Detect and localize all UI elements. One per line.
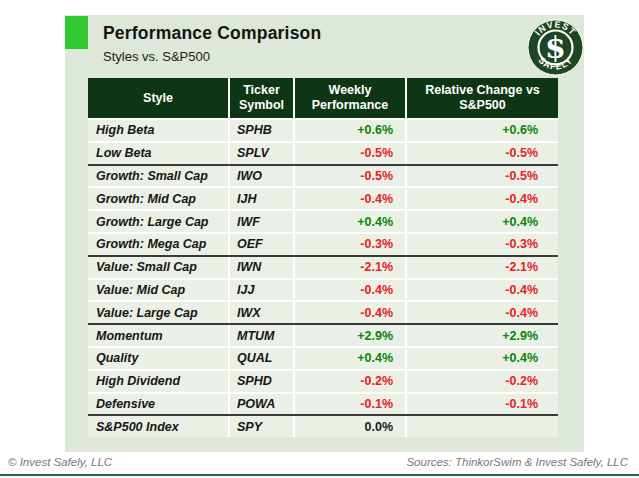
table-cell: Growth: Small Cap — [88, 166, 230, 187]
table-cell: +0.4% — [295, 348, 407, 369]
performance-table: StyleTicker SymbolWeekly PerformanceRela… — [88, 78, 558, 437]
table-cell: SPHB — [230, 120, 295, 141]
table-row: Growth: Mid CapIJH-0.4%-0.4% — [88, 186, 558, 209]
table-cell: -0.1% — [407, 394, 558, 415]
table-cell: High Dividend — [88, 371, 230, 392]
table-cell: -0.3% — [295, 234, 407, 255]
table-row: Growth: Large CapIWF+0.4%+0.4% — [88, 209, 558, 232]
table-body: High BetaSPHB+0.6%+0.6%Low BetaSPLV-0.5%… — [88, 118, 558, 437]
table-row: High DividendSPHD-0.2%-0.2% — [88, 369, 558, 392]
table-cell: Growth: Mega Cap — [88, 234, 230, 255]
table-cell: +0.4% — [407, 348, 558, 369]
table-row: S&P500 IndexSPY0.0% — [88, 416, 558, 437]
table-row: QualityQUAL+0.4%+0.4% — [88, 346, 558, 369]
table-cell: Momentum — [88, 325, 230, 346]
table-cell: -0.5% — [407, 143, 558, 164]
table-cell: -2.1% — [295, 257, 407, 278]
table-cell: IWO — [230, 166, 295, 187]
table-cell: High Beta — [88, 120, 230, 141]
footer-sources: Sources: ThinkorSwim & Invest Safely, LL… — [406, 456, 628, 468]
table-cell: -0.4% — [295, 302, 407, 323]
green-accent-square — [65, 16, 88, 49]
column-header: Weekly Performance — [295, 78, 407, 118]
table-cell: +0.4% — [407, 211, 558, 232]
table-cell: IJH — [230, 188, 295, 209]
table-cell: +0.6% — [407, 120, 558, 141]
table-row: Growth: Small CapIWO-0.5%-0.5% — [88, 166, 558, 187]
table-cell: SPHD — [230, 371, 295, 392]
footer-copyright: © Invest Safely, LLC — [8, 456, 112, 468]
table-cell: MTUM — [230, 325, 295, 346]
table-cell: Value: Mid Cap — [88, 280, 230, 301]
table-cell: S&P500 Index — [88, 416, 230, 437]
table-cell: Value: Small Cap — [88, 257, 230, 278]
table-cell: IWX — [230, 302, 295, 323]
table-cell: -0.5% — [407, 166, 558, 187]
table-cell: 0.0% — [295, 416, 407, 437]
page-title: Performance Comparison — [103, 23, 321, 44]
table-cell: Growth: Large Cap — [88, 211, 230, 232]
table-header: StyleTicker SymbolWeekly PerformanceRela… — [88, 78, 558, 118]
table-cell: IWF — [230, 211, 295, 232]
table-row: MomentumMTUM+2.9%+2.9% — [88, 325, 558, 346]
table-cell — [407, 416, 558, 437]
table-cell: -0.5% — [295, 143, 407, 164]
table-cell: +0.4% — [295, 211, 407, 232]
table-cell: Quality — [88, 348, 230, 369]
table-cell: Value: Large Cap — [88, 302, 230, 323]
table-cell: -2.1% — [407, 257, 558, 278]
table-cell: POWA — [230, 394, 295, 415]
table-cell: -0.2% — [407, 371, 558, 392]
table-cell: IJJ — [230, 280, 295, 301]
table-row: Value: Small CapIWN-2.1%-2.1% — [88, 257, 558, 278]
column-header: Style — [88, 78, 230, 118]
table-cell: -0.3% — [407, 234, 558, 255]
table-cell: IWN — [230, 257, 295, 278]
table-row: Growth: Mega CapOEF-0.3%-0.3% — [88, 232, 558, 257]
table-cell: -0.4% — [407, 302, 558, 323]
bottom-accent-bar — [0, 474, 639, 476]
table-cell: -0.4% — [407, 280, 558, 301]
slide-page: Performance Comparison Styles vs. S&P500… — [0, 0, 639, 478]
table-row: Value: Mid CapIJJ-0.4%-0.4% — [88, 278, 558, 301]
logo-dollar-symbol: $ — [545, 30, 566, 65]
table-row: DefensivePOWA-0.1%-0.1% — [88, 392, 558, 417]
table-cell: Defensive — [88, 394, 230, 415]
table-cell: OEF — [230, 234, 295, 255]
table-cell: -0.4% — [295, 280, 407, 301]
table-cell: SPLV — [230, 143, 295, 164]
table-cell: Low Beta — [88, 143, 230, 164]
table-row: High BetaSPHB+0.6%+0.6% — [88, 120, 558, 141]
column-header: Relative Change vs S&P500 — [407, 78, 558, 118]
page-subtitle: Styles vs. S&P500 — [103, 49, 210, 64]
column-header: Ticker Symbol — [230, 78, 295, 118]
table-cell: +2.9% — [407, 325, 558, 346]
table-cell: -0.5% — [295, 166, 407, 187]
table-cell: Growth: Mid Cap — [88, 188, 230, 209]
table-cell: -0.1% — [295, 394, 407, 415]
table-cell: -0.4% — [295, 188, 407, 209]
table-row: Low BetaSPLV-0.5%-0.5% — [88, 141, 558, 166]
invest-safely-logo-icon: INVEST SAFELY $ — [527, 19, 584, 76]
table-cell: +0.6% — [295, 120, 407, 141]
table-row: Value: Large CapIWX-0.4%-0.4% — [88, 300, 558, 325]
table-cell: SPY — [230, 416, 295, 437]
table-cell: +2.9% — [295, 325, 407, 346]
table-cell: QUAL — [230, 348, 295, 369]
table-cell: -0.2% — [295, 371, 407, 392]
table-cell: -0.4% — [407, 188, 558, 209]
